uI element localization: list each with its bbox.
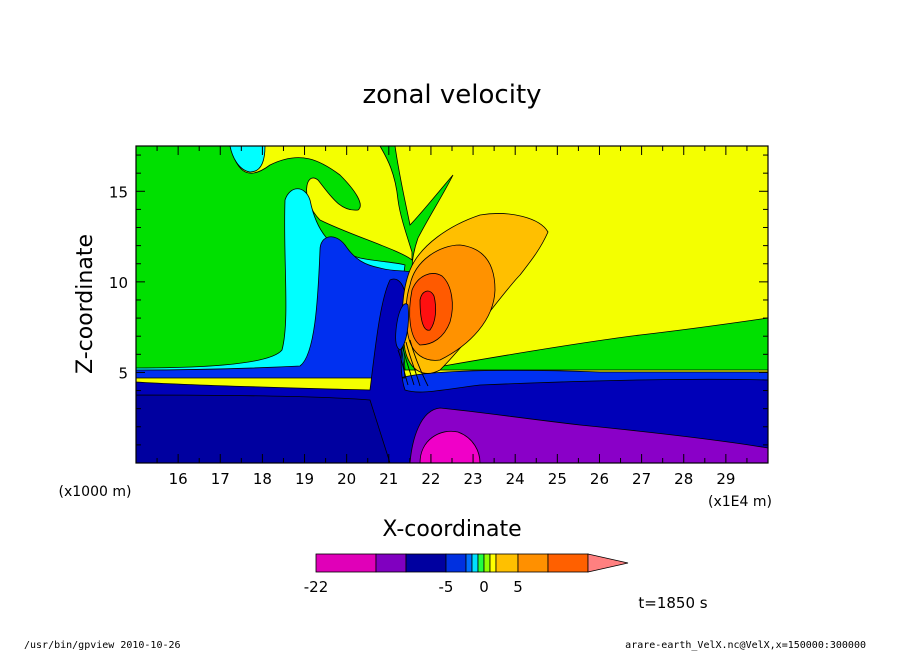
y-axis-label: Z-coordinate — [73, 234, 98, 374]
colorbar-box — [471, 553, 479, 573]
colorbar-box — [477, 553, 485, 573]
colorbar-tick-label: 0 — [479, 578, 489, 596]
y-tick-label: 5 — [118, 364, 128, 382]
x-tick-label: 17 — [211, 470, 230, 488]
colorbar-box — [405, 553, 447, 573]
colorbar-box — [375, 553, 407, 573]
colorbar-box — [489, 553, 497, 573]
x-tick-label: 19 — [295, 470, 314, 488]
contour-plot-area — [136, 146, 768, 463]
x-tick-label: 29 — [716, 470, 735, 488]
colorbar-box — [445, 553, 467, 573]
time-label: t=1850 s — [638, 594, 707, 612]
x-unit-label: (x1E4 m) — [708, 494, 772, 510]
contour-darkblue-band — [136, 394, 391, 463]
colorbar-arrow — [587, 553, 629, 573]
x-tick-label: 18 — [253, 470, 272, 488]
x-tick-label: 23 — [464, 470, 483, 488]
x-axis-label: X-coordinate — [382, 517, 521, 542]
colorbar-labels: -22 -5 0 5 — [304, 578, 523, 596]
contour-small-blue-cell — [395, 303, 409, 351]
colorbar-box — [315, 553, 377, 573]
y-axis-ticks: 5 10 15 — [109, 154, 768, 446]
x-tick-label: 28 — [674, 470, 693, 488]
contour-magenta-region — [419, 430, 481, 463]
colorbar-tick-label: 5 — [513, 578, 523, 596]
x-tick-label: 20 — [337, 470, 356, 488]
colorbar-box — [483, 553, 491, 573]
x-tick-label: 16 — [169, 470, 188, 488]
colorbar-box — [495, 553, 519, 573]
contour-red-core — [419, 290, 437, 331]
chart-title: zonal velocity — [362, 80, 541, 110]
colorbar-tick-label: -5 — [439, 578, 454, 596]
x-tick-label: 21 — [379, 470, 398, 488]
colorbar — [315, 553, 629, 573]
x-tick-label: 26 — [590, 470, 609, 488]
y-tick-label: 15 — [109, 183, 128, 201]
colorbar-box — [517, 553, 549, 573]
contour-purple-region — [409, 407, 768, 463]
x-tick-label: 25 — [548, 470, 567, 488]
x-tick-label: 27 — [632, 470, 651, 488]
colorbar-tick-label: -22 — [304, 578, 329, 596]
footer-left: /usr/bin/gpview 2010-10-26 — [24, 640, 181, 651]
footer-right: arare-earth_VelX.nc@VelX,x=150000:300000 — [625, 640, 866, 651]
x-tick-label: 24 — [506, 470, 525, 488]
y-tick-label: 10 — [109, 274, 128, 292]
x-tick-label: 22 — [421, 470, 440, 488]
y-unit-label: (x1000 m) — [59, 484, 132, 500]
colorbar-box — [465, 553, 473, 573]
contour-front-lines — [397, 339, 429, 387]
x-axis-ticks: 16 17 18 19 20 21 22 23 24 25 26 27 28 29 — [156, 146, 748, 488]
colorbar-box — [547, 553, 589, 573]
